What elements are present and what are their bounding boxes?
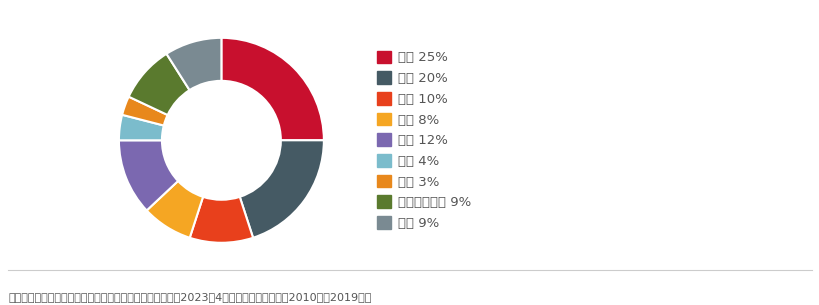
Legend: 日本 25%, 美國 20%, 韓國 10%, 中國 8%, 德國 12%, 法國 4%, 英國 3%, 其他歐盟國家 9%, 其他 9%: 日本 25%, 美國 20%, 韓國 10%, 中國 8%, 德國 12%, 法…: [376, 51, 470, 230]
Wedge shape: [119, 115, 164, 140]
Wedge shape: [166, 38, 221, 90]
Wedge shape: [129, 54, 189, 115]
Text: 資料來源：歐洲專利局、國際能源署「專利及能源轉型」，2023年4月。數據為累計數據（2010年至2019年）: 資料來源：歐洲專利局、國際能源署「專利及能源轉型」，2023年4月。數據為累計數…: [8, 292, 371, 302]
Wedge shape: [122, 97, 167, 126]
Wedge shape: [147, 181, 203, 238]
Wedge shape: [119, 140, 178, 210]
Wedge shape: [239, 140, 324, 238]
Wedge shape: [189, 197, 253, 243]
Wedge shape: [221, 38, 324, 140]
